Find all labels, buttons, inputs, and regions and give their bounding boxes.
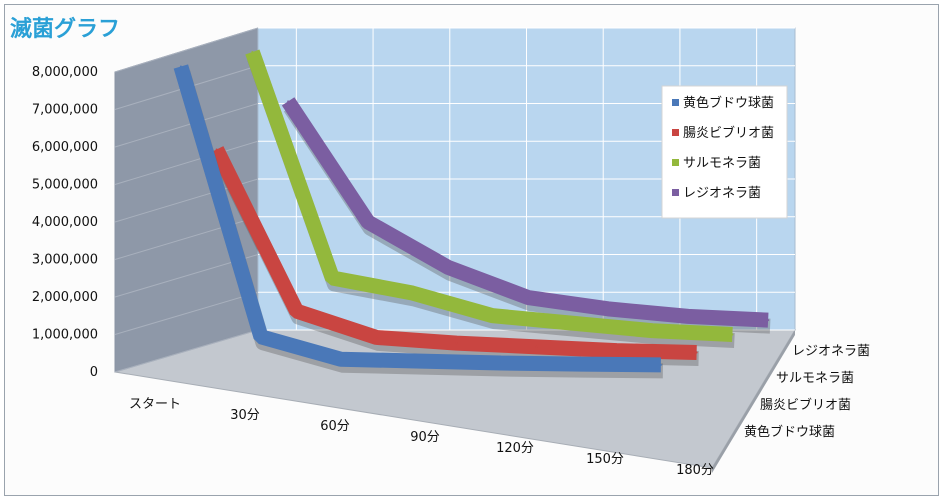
data-point xyxy=(731,333,734,336)
data-point xyxy=(179,65,182,68)
data-point xyxy=(695,351,698,354)
legend-swatch xyxy=(672,189,679,196)
x-tick-label: 30分 xyxy=(230,408,260,423)
data-point xyxy=(419,360,422,363)
data-point xyxy=(499,361,502,364)
chart-title: 滅菌グラフ xyxy=(10,16,120,42)
data-point xyxy=(651,329,654,332)
legend-label: サルモネラ菌 xyxy=(683,156,761,171)
data-point xyxy=(579,363,582,366)
data-point xyxy=(659,363,662,366)
data-point xyxy=(767,319,770,322)
chart-floor-edge xyxy=(712,330,795,473)
data-point xyxy=(535,345,538,348)
data-point xyxy=(447,266,450,269)
y-tick-label: 8,000,000 xyxy=(32,65,98,80)
legend-swatch xyxy=(672,159,679,166)
y-tick-label: 2,000,000 xyxy=(32,290,98,305)
depth-tick-label: 腸炎ビブリオ菌 xyxy=(760,397,851,413)
data-point xyxy=(259,335,262,338)
legend-label: 腸炎ビブリオ菌 xyxy=(683,125,774,141)
data-point xyxy=(215,148,218,151)
x-tick-label: スタート xyxy=(129,397,181,412)
y-axis-ticks: 0 1,000,000 2,000,000 3,000,000 4,000,000 5,0… xyxy=(32,65,98,380)
depth-tick-label: サルモネラ菌 xyxy=(776,371,854,386)
y-tick-label: 3,000,000 xyxy=(32,253,98,268)
data-point xyxy=(251,51,254,54)
y-tick-label: 4,000,000 xyxy=(32,215,98,230)
y-tick-label: 5,000,000 xyxy=(32,178,98,193)
x-tick-label: 120分 xyxy=(496,441,534,456)
x-tick-label: 150分 xyxy=(586,452,624,467)
y-tick-label: 7,000,000 xyxy=(32,103,98,118)
chart-series xyxy=(173,49,771,379)
gridline-wall xyxy=(114,140,259,185)
data-point xyxy=(339,358,342,361)
gridline-wall xyxy=(114,103,259,148)
data-point xyxy=(455,342,458,345)
x-tick-label: 60分 xyxy=(320,419,350,434)
y-tick-label: 0 xyxy=(90,365,98,380)
legend-label: 黄色ブドウ球菌 xyxy=(683,95,774,111)
data-point xyxy=(491,314,494,317)
legend-label: レジオネラ菌 xyxy=(683,186,761,201)
legend-box xyxy=(661,85,788,219)
x-tick-label: 90分 xyxy=(410,430,440,445)
legend-swatch xyxy=(672,99,679,106)
gridline-wall xyxy=(114,291,259,335)
y-tick-label: 1,000,000 xyxy=(32,328,98,343)
data-point xyxy=(527,296,530,299)
data-point xyxy=(367,221,370,224)
gridline-wall xyxy=(114,27,259,73)
data-point xyxy=(287,100,290,103)
y-tick-label: 6,000,000 xyxy=(32,140,98,155)
data-point xyxy=(615,349,618,352)
x-tick-label: 180分 xyxy=(676,463,714,478)
data-point xyxy=(687,315,690,318)
data-point xyxy=(571,322,574,325)
data-point xyxy=(375,336,378,339)
x-axis-ticks: スタート 30分 60分 90分 120分 150分 180分 xyxy=(129,397,714,478)
data-point xyxy=(411,292,414,295)
data-point xyxy=(295,310,298,313)
data-point xyxy=(331,276,334,279)
gridline-wall xyxy=(114,329,259,373)
depth-tick-label: レジオネラ菌 xyxy=(792,344,870,359)
data-point xyxy=(607,307,610,310)
legend-swatch xyxy=(672,129,679,136)
depth-tick-label: 黄色ブドウ球菌 xyxy=(744,424,835,440)
